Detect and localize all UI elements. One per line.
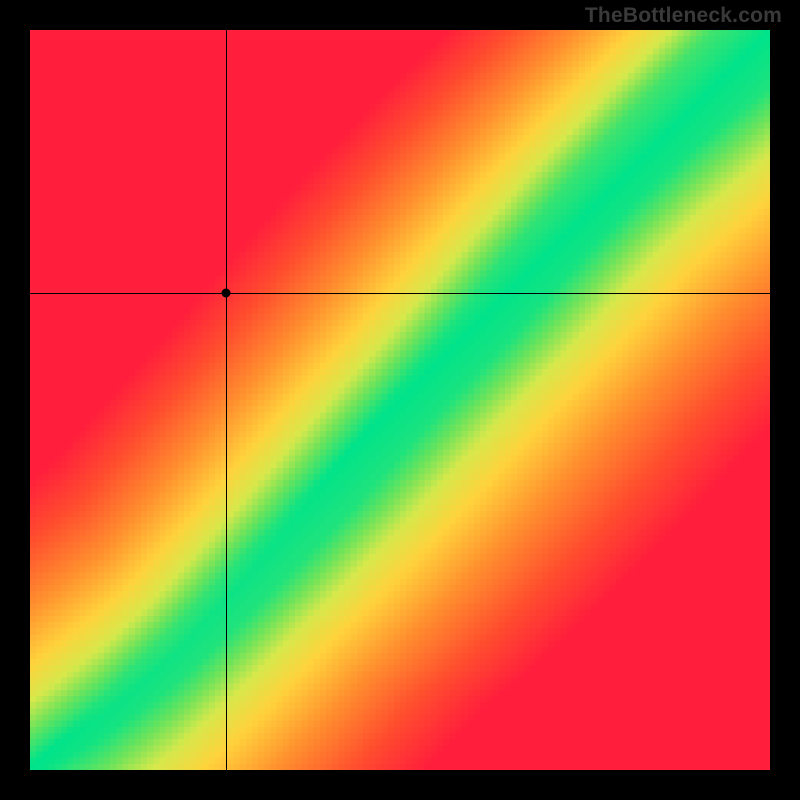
crosshair-horizontal [30, 293, 770, 294]
bottleneck-heatmap [30, 30, 770, 770]
crosshair-marker [222, 288, 231, 297]
watermark-text: TheBottleneck.com [585, 4, 782, 28]
heatmap-canvas [30, 30, 770, 770]
crosshair-vertical [226, 30, 227, 770]
